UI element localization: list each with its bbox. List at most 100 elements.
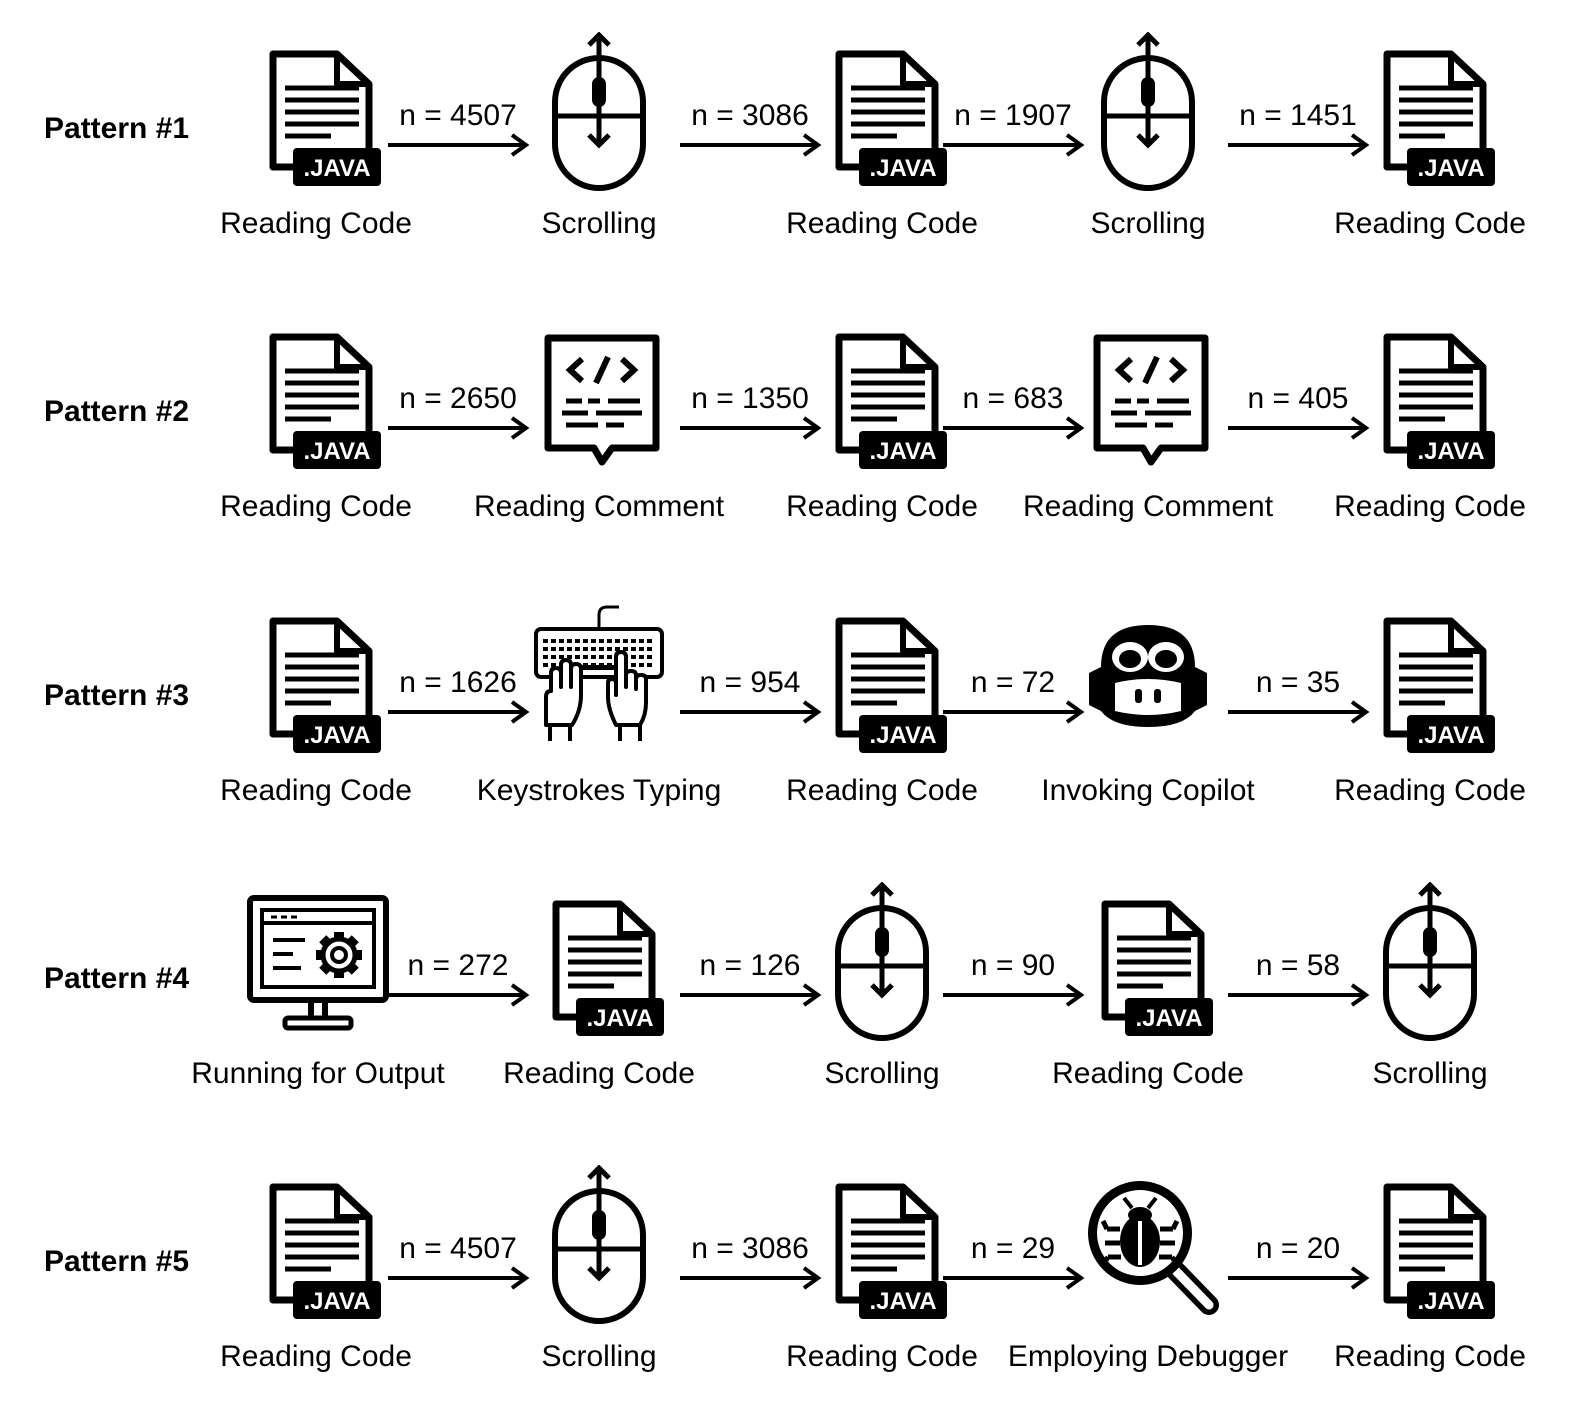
activity-node: .JAVA Reading Code xyxy=(1280,17,1580,247)
activity-caption: Invoking Copilot xyxy=(1041,774,1255,807)
debugger-bug-icon xyxy=(1073,1165,1223,1325)
activity-node: Scrolling xyxy=(1280,867,1580,1097)
java-badge-text: .JAVA xyxy=(303,438,370,465)
transition-arrow xyxy=(943,983,1085,1007)
transition-edge: n = 954 xyxy=(680,666,822,726)
transition-arrow xyxy=(388,983,530,1007)
transition-count: n = 20 xyxy=(1255,1232,1341,1265)
activity-node: .JAVA Reading Code xyxy=(166,300,466,530)
transition-edge: n = 272 xyxy=(388,949,530,1009)
transition-arrow xyxy=(388,1266,530,1290)
transition-count: n = 1626 xyxy=(399,666,517,699)
activity-caption: Reading Code xyxy=(1334,1340,1526,1373)
mouse-scroll-icon xyxy=(524,1164,674,1325)
code-comment-icon xyxy=(524,315,674,475)
activity-caption: Reading Code xyxy=(220,490,412,523)
java-file-icon: .JAVA xyxy=(241,599,391,759)
transition-count: n = 683 xyxy=(962,382,1064,415)
mouse-scroll-icon xyxy=(807,881,957,1042)
transition-arrow xyxy=(680,700,822,724)
java-badge-text: .JAVA xyxy=(869,155,936,182)
java-badge-text: .JAVA xyxy=(1135,1005,1202,1032)
transition-arrow xyxy=(943,1266,1085,1290)
transition-arrow xyxy=(680,983,822,1007)
transition-edge: n = 72 xyxy=(943,666,1085,726)
activity-caption: Reading Code xyxy=(1334,207,1526,240)
transition-arrow xyxy=(680,133,822,157)
activity-caption: Employing Debugger xyxy=(1007,1340,1289,1373)
transition-count: n = 58 xyxy=(1255,949,1341,982)
transition-count: n = 72 xyxy=(970,666,1056,699)
activity-caption: Scrolling xyxy=(541,1340,657,1373)
java-file-icon: .JAVA xyxy=(807,315,957,475)
transition-arrow xyxy=(943,416,1085,440)
activity-caption: Reading Code xyxy=(786,490,978,523)
activity-caption: Reading Code xyxy=(786,1340,978,1373)
mouse-scroll-icon xyxy=(1073,31,1223,192)
transition-count: n = 4507 xyxy=(399,99,517,132)
activity-node: .JAVA Reading Code xyxy=(732,300,1032,530)
activity-caption: Reading Code xyxy=(786,774,978,807)
transition-count: n = 35 xyxy=(1255,666,1341,699)
transition-edge: n = 126 xyxy=(680,949,822,1009)
transition-arrow xyxy=(388,700,530,724)
transition-count: n = 2650 xyxy=(399,382,517,415)
transition-edge: n = 29 xyxy=(943,1232,1085,1292)
java-file-icon: .JAVA xyxy=(807,599,957,759)
activity-node: .JAVA Reading Code xyxy=(732,1150,1032,1380)
transition-arrow xyxy=(1228,1266,1370,1290)
transition-count: n = 1907 xyxy=(954,99,1072,132)
transition-arrow xyxy=(1228,700,1370,724)
activity-caption: Reading Code xyxy=(220,1340,412,1373)
java-file-icon: .JAVA xyxy=(1355,599,1505,759)
transition-arrow xyxy=(943,133,1085,157)
transition-edge: n = 1626 xyxy=(388,666,530,726)
java-file-icon: .JAVA xyxy=(524,882,674,1042)
transition-arrow xyxy=(388,416,530,440)
java-badge-text: .JAVA xyxy=(869,1288,936,1315)
java-file-icon: .JAVA xyxy=(807,1165,957,1325)
java-file-icon: .JAVA xyxy=(1355,1165,1505,1325)
activity-caption: Reading Comment xyxy=(473,490,725,523)
activity-node: .JAVA Reading Code xyxy=(166,17,466,247)
transition-arrow xyxy=(680,416,822,440)
java-file-icon: .JAVA xyxy=(241,1165,391,1325)
java-badge-text: .JAVA xyxy=(869,438,936,465)
java-badge-text: .JAVA xyxy=(869,722,936,749)
activity-caption: Reading Code xyxy=(220,207,412,240)
java-badge-text: .JAVA xyxy=(303,1288,370,1315)
keyboard-typing-icon xyxy=(524,599,674,759)
activity-node: Scrolling xyxy=(449,17,749,247)
activity-node: .JAVA Reading Code xyxy=(1280,584,1580,814)
java-file-icon: .JAVA xyxy=(1073,882,1223,1042)
transition-count: n = 405 xyxy=(1247,382,1349,415)
java-badge-text: .JAVA xyxy=(1417,155,1484,182)
transition-count: n = 272 xyxy=(407,949,509,982)
transition-edge: n = 90 xyxy=(943,949,1085,1009)
java-file-icon: .JAVA xyxy=(1355,315,1505,475)
activity-caption: Reading Comment xyxy=(1022,490,1274,523)
activity-node: Keystrokes Typing xyxy=(449,584,749,814)
transition-edge: n = 58 xyxy=(1228,949,1370,1009)
transition-count: n = 90 xyxy=(970,949,1056,982)
java-badge-text: .JAVA xyxy=(1417,722,1484,749)
java-badge-text: .JAVA xyxy=(303,155,370,182)
transition-arrow xyxy=(943,700,1085,724)
transition-edge: n = 3086 xyxy=(680,1232,822,1292)
transition-count: n = 29 xyxy=(970,1232,1056,1265)
java-file-icon: .JAVA xyxy=(807,32,957,192)
transition-edge: n = 4507 xyxy=(388,99,530,159)
activity-caption: Running for Output xyxy=(191,1057,445,1090)
transition-count: n = 954 xyxy=(699,666,801,699)
transition-count: n = 1451 xyxy=(1239,99,1357,132)
activity-caption: Scrolling xyxy=(824,1057,940,1090)
transition-arrow xyxy=(1228,416,1370,440)
transition-edge: n = 2650 xyxy=(388,382,530,442)
monitor-gear-icon xyxy=(243,882,393,1042)
activity-caption: Reading Code xyxy=(1052,1057,1244,1090)
transition-arrow xyxy=(1228,983,1370,1007)
activity-node: Scrolling xyxy=(449,1150,749,1380)
pattern-label: Pattern #1 xyxy=(44,112,190,145)
activity-node: .JAVA Reading Code xyxy=(732,17,1032,247)
